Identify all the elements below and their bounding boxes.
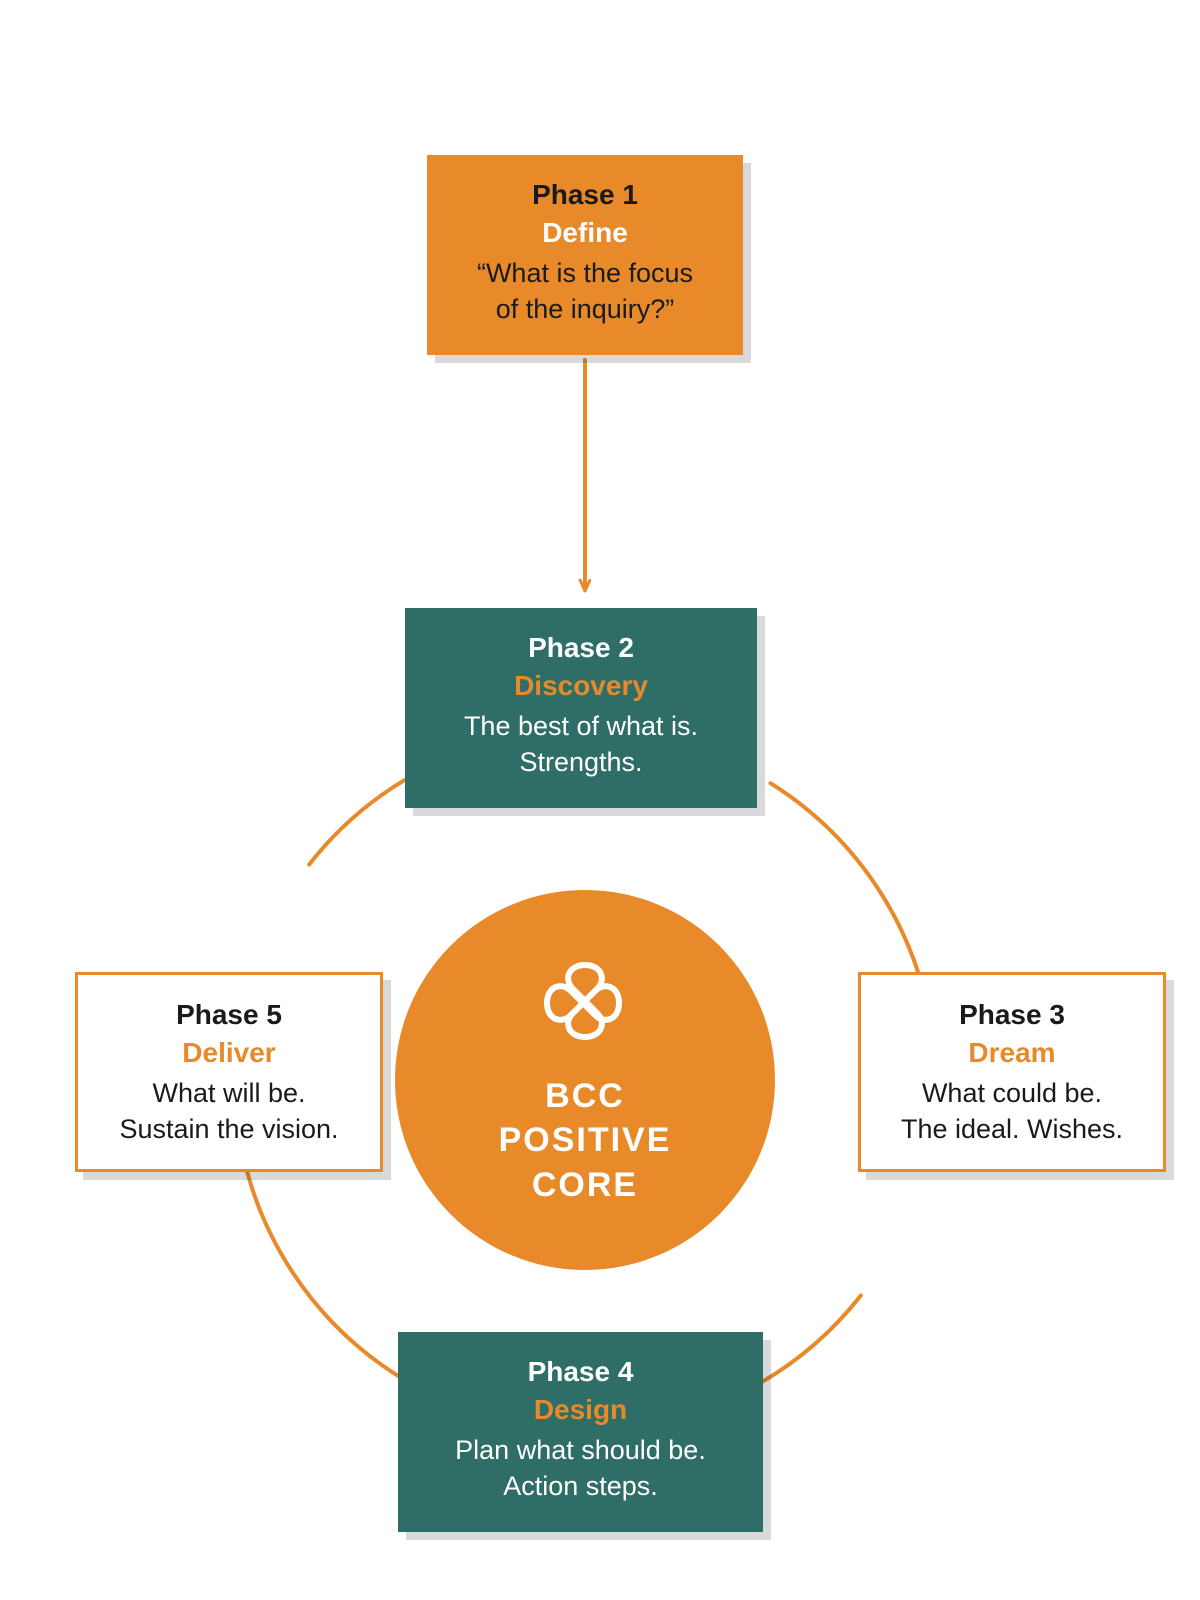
phase2-desc: The best of what is. Strengths.: [433, 708, 729, 781]
phase3-title: Phase 3: [889, 997, 1135, 1033]
center-line1: BCC: [545, 1074, 625, 1118]
center-line3: CORE: [532, 1163, 638, 1207]
phase5-name: Deliver: [106, 1033, 352, 1072]
phase4-box: Phase 4DesignPlan what should be. Action…: [398, 1332, 763, 1532]
phase2-name: Discovery: [433, 666, 729, 705]
phase3-desc: What could be. The ideal. Wishes.: [889, 1075, 1135, 1148]
phase4-title: Phase 4: [426, 1354, 735, 1390]
phase5-title: Phase 5: [106, 997, 352, 1033]
phase1-name: Define: [455, 213, 715, 252]
phase1-title: Phase 1: [455, 177, 715, 213]
phase4-desc: Plan what should be. Action steps.: [426, 1432, 735, 1505]
phase5-box: Phase 5DeliverWhat will be. Sustain the …: [75, 972, 383, 1172]
phase3-box: Phase 3DreamWhat could be. The ideal. Wi…: [858, 972, 1166, 1172]
diagram-container: BCC POSITIVE CORE Phase 1Define“What is …: [0, 0, 1200, 1600]
knot-icon: [535, 953, 635, 1058]
center-line2: POSITIVE: [499, 1118, 672, 1162]
center-core: BCC POSITIVE CORE: [395, 890, 775, 1270]
phase1-box: Phase 1Define“What is the focus of the i…: [427, 155, 743, 355]
phase2-box: Phase 2DiscoveryThe best of what is. Str…: [405, 608, 757, 808]
phase1-desc: “What is the focus of the inquiry?”: [455, 255, 715, 328]
phase2-title: Phase 2: [433, 630, 729, 666]
phase5-desc: What will be. Sustain the vision.: [106, 1075, 352, 1148]
phase4-name: Design: [426, 1390, 735, 1429]
phase3-name: Dream: [889, 1033, 1135, 1072]
